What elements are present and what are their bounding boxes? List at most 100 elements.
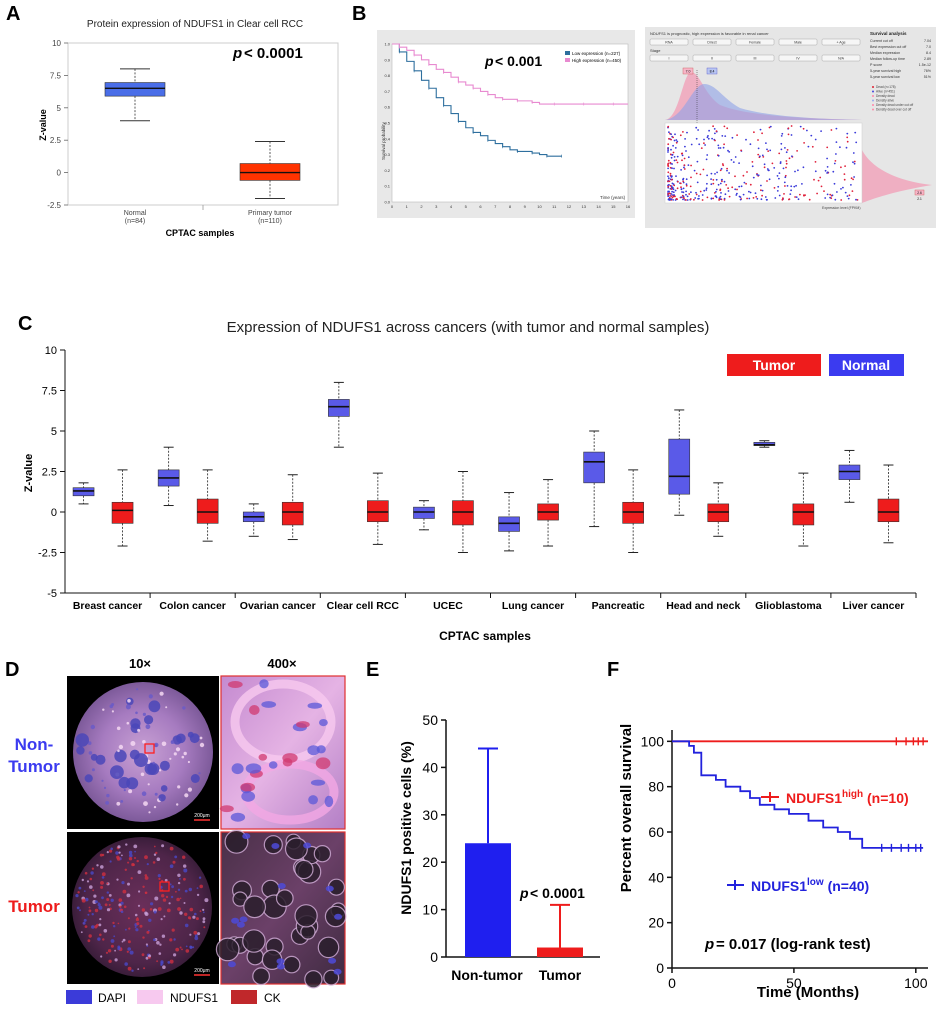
panel-d-tumor-nucleus [157, 874, 161, 878]
panel-b-tool-scatter-point [734, 188, 737, 191]
panel-b-tool-scatter-point [718, 199, 720, 201]
panel-b-tool-scatter-point [723, 199, 726, 201]
panel-b-tool-scatter-point [826, 171, 829, 174]
panel-d-tumor-nucleus [189, 945, 193, 949]
panel-b-tool-scatter-point [674, 133, 676, 136]
panel-d-nontumor-nucleus [147, 783, 150, 786]
panel-b-tool-scatter-point [730, 159, 733, 161]
panel-d-nontumor-nucleus [165, 706, 168, 709]
panel-b-tool-button [735, 38, 775, 46]
panel-d-tumor-nucleus [183, 877, 186, 881]
panel-b-tool-scatter-point [719, 195, 722, 198]
panel-d-tumor-nucleus [173, 953, 177, 957]
panel-b-ytick-label: 0.0 [384, 200, 390, 205]
panel-d-tumor-nucleus [81, 878, 85, 882]
panel-b-tool-scatter-point [710, 172, 713, 175]
panel-b-curve-low [392, 43, 562, 157]
panel-b-tool-scatter-point [671, 167, 673, 170]
panel-d-tumor-nucleus [148, 918, 152, 922]
panel-b-legend-low-swatch [565, 51, 570, 55]
panel-b-tool-stage: Stage [650, 48, 661, 53]
panel-d-tumor-nucleus [155, 851, 158, 855]
panel-d-tumor-nuclei [75, 843, 209, 972]
panel-b-tool-stat-label: 5-year survival low [870, 75, 900, 79]
panel-d-tumor-nucleus [135, 928, 139, 932]
panel-c-box-tumor [792, 503, 815, 526]
panel-d-tumor-nucleus [131, 863, 135, 867]
panel-b-tool-stat-value: 8.4 [926, 51, 931, 55]
panel-c-box-normal [838, 464, 861, 480]
panel-d-tumor-nucleus [115, 851, 119, 855]
panel-b-tool-scatter-point [853, 160, 856, 163]
panel-d-400x-nucleus [296, 721, 310, 728]
panel-d-tumor-nucleus [106, 898, 110, 901]
panel-b-tool-scatter-point [669, 161, 672, 164]
panel-b-ytick-label: 0.2 [384, 168, 390, 173]
panel-b-tool-scatter-point [751, 165, 754, 168]
panel-d-tumor-nucleus [75, 894, 79, 898]
panel-b-tool-scatter-point [785, 162, 788, 165]
panel-b-tool-scatter-point [699, 173, 702, 176]
panel-b-tool-scatter-point [746, 197, 748, 200]
panel-b-tool-scatter-point [667, 143, 670, 146]
panel-c-category-label: Ovarian cancer [240, 600, 316, 612]
panel-b-tool-scatter-point [840, 166, 842, 169]
panel-b-tool-legend-label: Alive (n=451) [876, 90, 895, 94]
panel-b-tool-scatter-point [668, 131, 670, 134]
panel-b-tool-scatter-point [724, 193, 727, 196]
panel-b-tool-scatter-point [786, 185, 789, 187]
panel-d-tumor-nucleus [169, 883, 172, 886]
panel-b-tool-scatter-point [852, 152, 855, 154]
panel-a-ytick-label: 0 [57, 169, 62, 178]
panel-d-tumor-nucleus [91, 913, 94, 916]
panel-a-yaxis: 10 7.5 5 2.5 0 -2.5 [47, 39, 204, 210]
panel-b-tool-scatter-point [745, 138, 747, 141]
panel-b-tool-scatter-point [723, 143, 725, 146]
panel-d-400x-cell [294, 904, 318, 928]
panel-b-tool-scatter-point [766, 148, 768, 151]
panel-d-nontumor-nucleus [87, 741, 92, 745]
panel-b-tool-scatter-point [723, 180, 726, 183]
panel-b-tool-scatter-point [773, 167, 776, 169]
panel-b-tool-scatter-point [757, 139, 759, 141]
panel-b-tool-legend-label: Dead (n=178) [876, 85, 896, 89]
panel-b-ylabel: Survival probability [381, 121, 386, 160]
panel-c-ytick-label: -5 [47, 588, 57, 600]
panel-b-tool-scatter-point [736, 192, 738, 195]
panel-d-tumor-nucleus [198, 876, 202, 879]
panel-b-tool-scatter-point [667, 171, 670, 174]
panel-b-tool-scatter-point [695, 126, 698, 129]
panel-b-tool-scatter-point [688, 193, 691, 195]
panel-b-tool-scatter-point [748, 197, 751, 200]
panel-b-tool-scatter-point [773, 187, 776, 189]
panel-b-tool-scatter-point [685, 178, 688, 181]
panel-d-400x-cell [242, 929, 266, 953]
panel-d-tumor-nucleus [179, 897, 182, 900]
panel-b-tool-scatter-point [667, 198, 670, 200]
panel-c-legend-tumor-swatch [727, 354, 821, 376]
panel-b-tool-scatter-point [715, 195, 717, 198]
panel-f-legend-high: NDUFS1high (n=10) [761, 789, 909, 806]
panel-b-tool-scatter-point [795, 184, 797, 187]
panel-b-tool-marker-box-3 [914, 189, 925, 196]
panel-b-tool-scatter-point [690, 164, 692, 167]
panel-d-400x-tumor-nucleus [276, 958, 285, 965]
panel-b-tool-scatter-point [776, 190, 779, 192]
panel-b-tool-scatter-point [667, 147, 669, 149]
panel-d-nontumor-nucleus [142, 740, 146, 744]
panel-b-tool-stage-button [735, 54, 775, 62]
panel-b-tool-scatter-point [672, 188, 675, 191]
panel-b-tool-scatter-point [829, 196, 831, 199]
panel-b-tool-scatter-point [674, 195, 676, 198]
panel-b-tool-scatter-point [683, 157, 686, 160]
panel-d-tumor-nucleus [121, 881, 125, 885]
panel-d-tumor-nucleus [158, 877, 161, 881]
panel-b-tool-legend-label: Density alive [876, 99, 894, 103]
panel-a-ytick-label: 5 [57, 104, 62, 113]
panel-d-tumor-nucleus [118, 851, 121, 854]
panel-b-tool-scatter-point [855, 198, 857, 201]
panel-b-tool-scatter-point [788, 157, 791, 160]
panel-b-tool-stat-label: Median expression [870, 51, 900, 55]
panel-c-box-normal [583, 451, 605, 484]
panel-d-nontumor-nucleus [143, 801, 148, 806]
